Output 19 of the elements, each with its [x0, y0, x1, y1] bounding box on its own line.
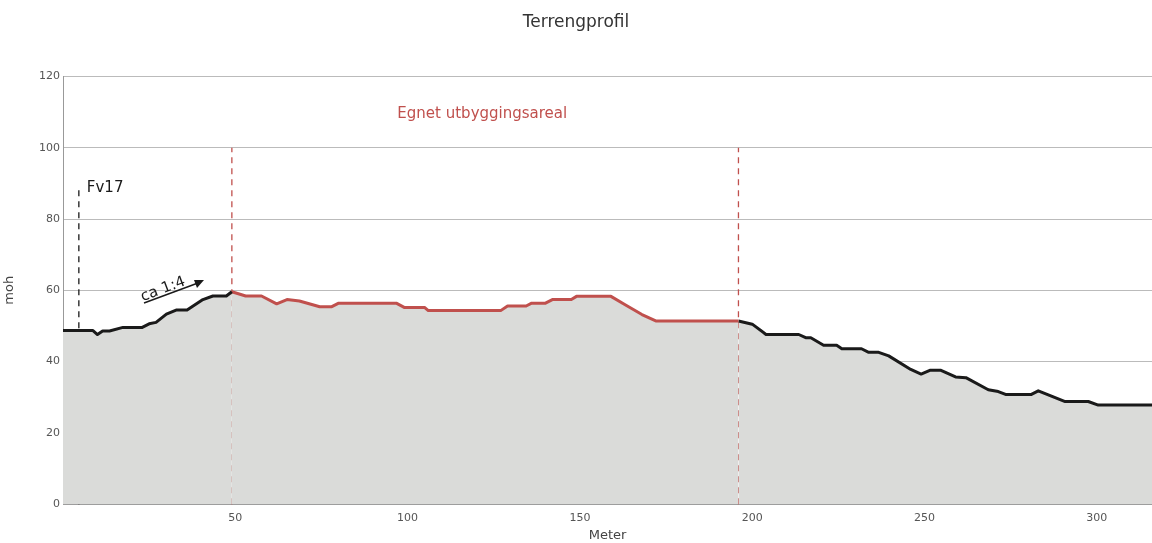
x-tick-label: 300: [1086, 510, 1108, 524]
annotation: Egnet utbyggingsareal: [397, 103, 568, 122]
x-tick-label: 100: [397, 510, 419, 524]
chart-title: Terrengprofil: [521, 10, 630, 31]
y-tick-label: 40: [46, 354, 60, 368]
y-tick-label: 120: [39, 69, 60, 83]
y-tick-label: 80: [46, 211, 60, 225]
y-tick-label: 100: [39, 140, 60, 154]
x-tick-label: 200: [741, 510, 763, 524]
annotation: ca 1:4: [137, 271, 188, 305]
x-tick-label: 250: [914, 510, 936, 524]
y-tick-label: 60: [46, 283, 60, 297]
x-tick-label: 50: [228, 510, 243, 524]
y-tick-label: 20: [46, 425, 60, 439]
x-tick-label: 150: [569, 510, 591, 524]
ref-line-label: Fv17: [86, 177, 124, 196]
x-axis-title: Meter: [588, 526, 627, 542]
y-axis-title: moh: [1, 275, 17, 305]
y-tick-label: 0: [53, 497, 60, 511]
